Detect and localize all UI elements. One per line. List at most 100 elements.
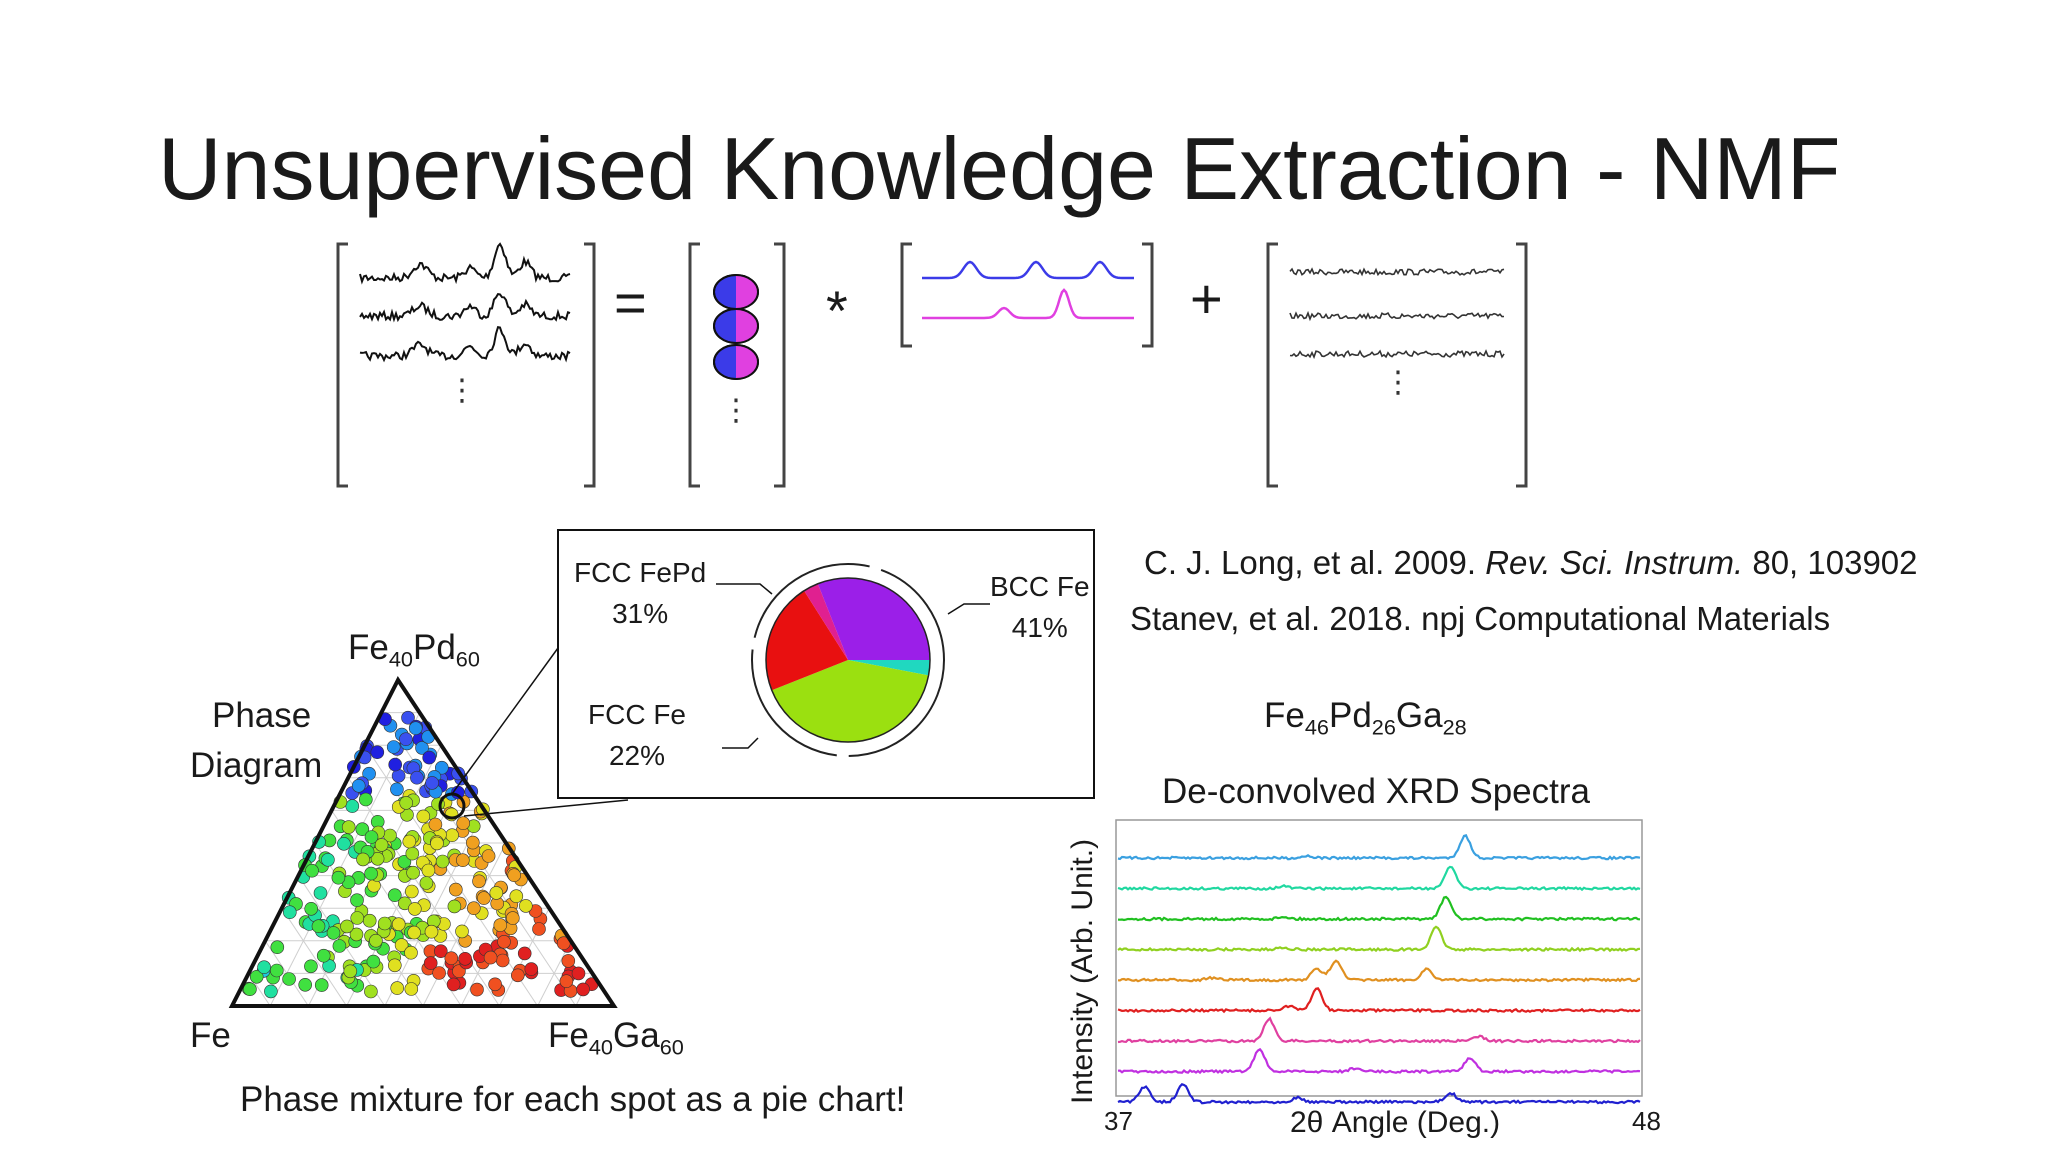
- pie-outline: [765, 577, 931, 743]
- phase-spot: [458, 951, 472, 966]
- xrd-chart: [1115, 819, 1643, 1105]
- xrd-composition: Fe46Pd26Ga28: [1264, 696, 1467, 740]
- phase-spot: [455, 924, 469, 939]
- phase-spot: [425, 776, 439, 790]
- phase-spot: [269, 963, 284, 978]
- phase-spot: [332, 939, 347, 953]
- phase-triangle: [228, 676, 618, 1008]
- pie-leader-fcc-fe: [722, 737, 759, 749]
- phase-spot: [341, 820, 356, 834]
- phase-spot: [394, 938, 409, 952]
- phase-spot: [576, 982, 590, 997]
- phase-spot: [326, 926, 341, 940]
- pie-slice-minor-pink: [804, 583, 848, 660]
- equals-sign: =: [614, 271, 647, 334]
- phase-spot: [401, 710, 415, 725]
- phase-spot: [510, 968, 525, 983]
- phase-grid-line: [347, 777, 500, 1007]
- phase-spot: [493, 918, 508, 932]
- reference-1: C. J. Long, et al. 2009. Rev. Sci. Instr…: [1144, 544, 1918, 581]
- phase-spot: [264, 984, 278, 999]
- noise-matrix-left-bracket: [1266, 242, 1278, 488]
- phase-spot: [456, 816, 471, 831]
- phase-spot: [249, 969, 264, 984]
- phase-spot: [369, 933, 383, 948]
- phase-spot: [390, 981, 405, 995]
- pie-outer-ring: [751, 563, 945, 757]
- xrd-series-2: [1117, 865, 1641, 892]
- phase-spot: [532, 922, 546, 936]
- xrd-frame: [1115, 819, 1643, 1097]
- phase-spot: [355, 822, 370, 837]
- phase-spot: [390, 782, 404, 797]
- phase-spot: [364, 866, 378, 881]
- xrd-title: De-convolved XRD Spectra: [1162, 772, 1590, 811]
- phase-spot: [477, 891, 491, 905]
- phase-spot: [489, 886, 504, 900]
- phase-spot: [505, 911, 520, 925]
- phase-diagram-label-1: Phase: [212, 696, 312, 735]
- basis-matrix-right-bracket: [1142, 242, 1154, 348]
- phase-spot: [495, 953, 510, 968]
- phase-spot: [282, 905, 297, 920]
- phase-spot: [455, 853, 470, 868]
- phase-spot: [430, 836, 444, 851]
- phase-spot: [349, 927, 364, 942]
- pie-leader-fcc-fepd: [716, 583, 773, 595]
- pie-leader-bcc-fe: [947, 603, 990, 615]
- phase-spot: [434, 760, 449, 775]
- weight-circle-1: [713, 274, 759, 310]
- basis-matrix-left-bracket: [900, 242, 912, 348]
- noise-line-3: [1289, 349, 1505, 360]
- zoom-line-top: [451, 647, 559, 795]
- phase-grid-line: [281, 907, 348, 1007]
- phase-spot: [362, 913, 377, 928]
- phase-spot: [404, 945, 418, 960]
- phase-caption: Phase mixture for each spot as a pie cha…: [240, 1080, 906, 1119]
- pie-slice-fcc-fe: [766, 590, 848, 691]
- pie-label-fcc-fe: FCC Fe 22%: [588, 699, 686, 771]
- apex-right-label: Fe40Ga60: [548, 1016, 684, 1060]
- pie-chart: [557, 529, 1095, 799]
- phase-spot: [571, 966, 586, 981]
- data-matrix-right-bracket: [584, 242, 596, 488]
- phase-spot: [404, 884, 419, 899]
- weights-matrix-left-bracket: [688, 242, 700, 488]
- xrd-series-6: [1117, 987, 1641, 1014]
- phase-spot: [340, 919, 354, 934]
- data-signal-1: [359, 242, 571, 285]
- phase-spot: [270, 940, 285, 955]
- phase-spot: [446, 977, 461, 992]
- nmf-equation: [336, 242, 1528, 488]
- data-signal-3: [359, 325, 571, 363]
- phase-spot: [524, 962, 539, 976]
- phase-spot: [387, 888, 402, 903]
- phase-spot: [481, 849, 496, 863]
- phase-spot: [405, 846, 420, 861]
- phase-spot: [364, 830, 379, 844]
- weight-circle-3: [713, 344, 759, 380]
- phase-spot: [243, 982, 257, 997]
- phase-spot: [410, 770, 424, 785]
- phase-spot: [337, 836, 351, 851]
- slide-title: Unsupervised Knowledge Extraction - NMF: [158, 119, 1841, 218]
- phase-spot: [419, 876, 434, 890]
- phase-spot: [305, 863, 319, 878]
- phase-spot: [448, 882, 463, 897]
- phase-spot: [314, 978, 329, 992]
- phase-spot: [321, 852, 335, 867]
- multiply-sign: *: [826, 279, 848, 342]
- data-signal-2: [359, 293, 571, 323]
- phase-spot: [561, 954, 576, 968]
- phase-spot: [399, 732, 413, 747]
- phase-spot: [518, 899, 533, 913]
- phase-spot: [422, 750, 437, 765]
- xrd-xlabel: 2θ Angle (Deg.): [1290, 1106, 1501, 1139]
- xrd-ylabel: Intensity (Arb. Unit.): [1066, 838, 1099, 1104]
- noise-matrix-right-bracket: [1516, 242, 1528, 488]
- weights-dots: ⋮: [721, 394, 751, 427]
- phase-spot: [387, 958, 402, 973]
- weights-matrix-right-bracket: [774, 242, 786, 488]
- phase-spot: [331, 870, 346, 885]
